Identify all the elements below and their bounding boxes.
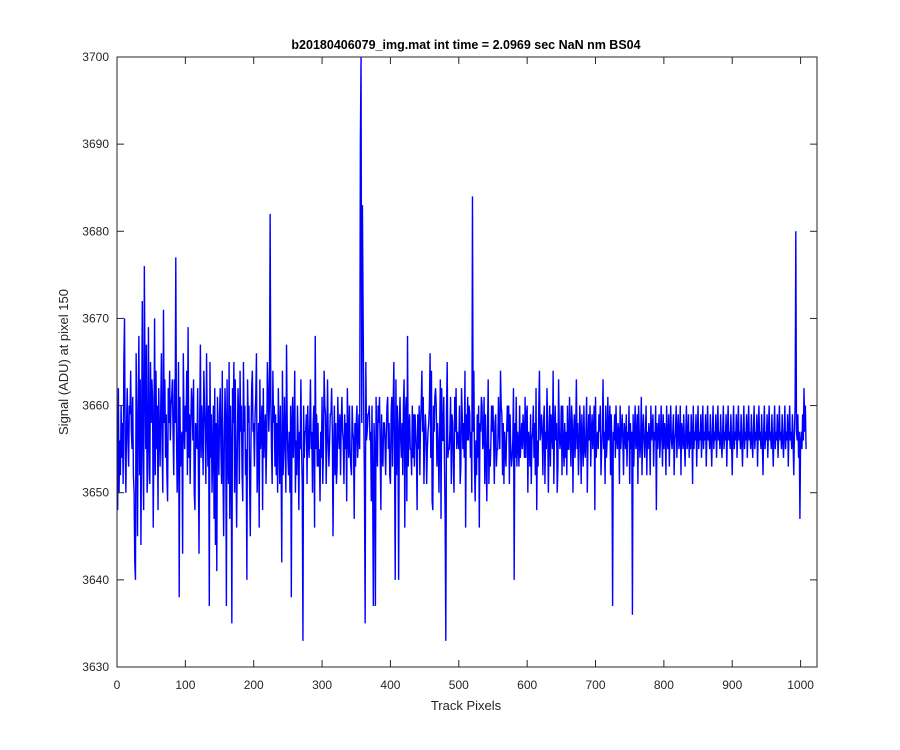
series-line-1 bbox=[116, 56, 807, 641]
y-tick-label: 3650 bbox=[82, 486, 109, 500]
y-tick-label: 3680 bbox=[82, 224, 109, 238]
y-tick-label: 3630 bbox=[82, 660, 109, 674]
x-tick-label: 800 bbox=[654, 678, 674, 692]
plot-frame bbox=[116, 56, 818, 668]
plot-area: 0 100 200 300 400 500 600 700 800 900 1000 3630 364… bbox=[82, 50, 818, 692]
x-tick-label: 0 bbox=[114, 678, 121, 692]
series-layer bbox=[116, 56, 807, 641]
x-tick-label: 1000 bbox=[787, 678, 814, 692]
y-tick-label: 3700 bbox=[82, 50, 109, 64]
y-tick-label: 3640 bbox=[82, 573, 109, 587]
plot-background bbox=[117, 57, 817, 667]
y-axis-ticks: 3630 3640 3650 3660 3670 3680 3690 3700 bbox=[82, 50, 817, 674]
x-tick-label: 700 bbox=[586, 678, 606, 692]
x-tick-label: 100 bbox=[175, 678, 195, 692]
x-tick-label: 600 bbox=[517, 678, 537, 692]
x-tick-label: 200 bbox=[244, 678, 264, 692]
y-tick-label: 3670 bbox=[82, 311, 109, 325]
x-axis-label: Track Pixels bbox=[431, 698, 502, 713]
y-axis-label: Signal (ADU) at pixel 150 bbox=[56, 289, 71, 435]
y-tick-label: 3690 bbox=[82, 137, 109, 151]
x-tick-label: 300 bbox=[312, 678, 332, 692]
x-tick-label: 900 bbox=[722, 678, 742, 692]
y-tick-label: 3660 bbox=[82, 399, 109, 413]
x-tick-label: 500 bbox=[449, 678, 469, 692]
x-axis-ticks: 0 100 200 300 400 500 600 700 800 900 1000 bbox=[114, 57, 814, 692]
x-tick-label: 400 bbox=[380, 678, 400, 692]
chart-title: b20180406079_img.mat int time = 2.0969 s… bbox=[291, 38, 640, 52]
